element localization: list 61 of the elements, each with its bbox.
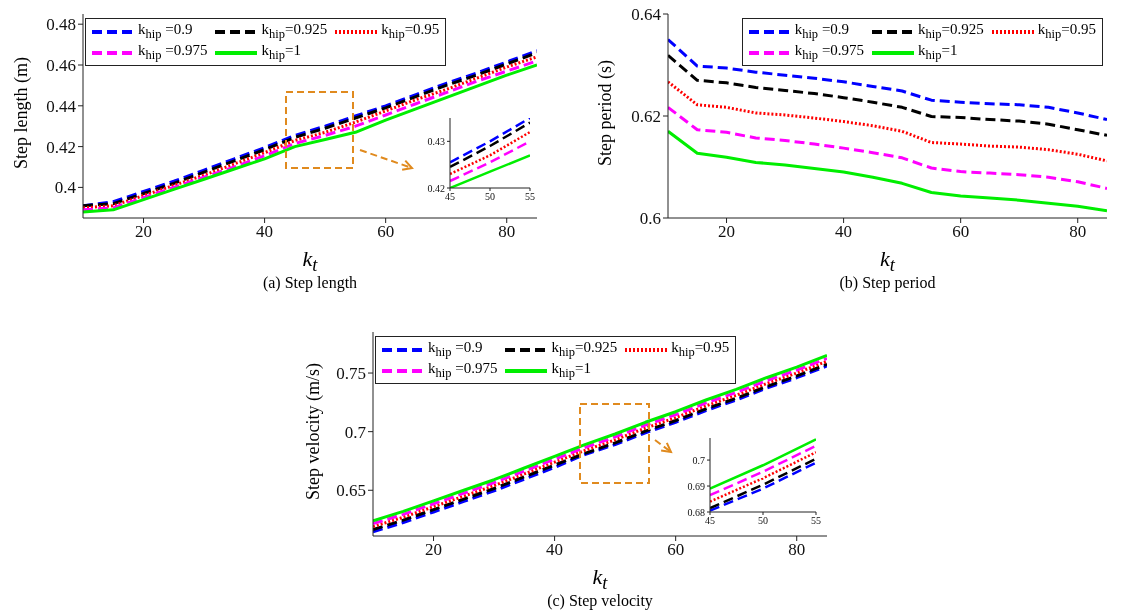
y-tick-label: 0.42 bbox=[46, 137, 76, 157]
line-series bbox=[668, 80, 1107, 163]
x-axis-title: k$_{t}$ bbox=[880, 246, 895, 276]
y-tick-label: 0.42 bbox=[427, 182, 445, 194]
y-tick-label: 0.43 bbox=[427, 135, 445, 147]
x-tick-label: 45 bbox=[705, 515, 715, 527]
y-axis-title: Step velocity (m/s) bbox=[302, 362, 324, 500]
y-axis-title: Step period (s) bbox=[594, 60, 616, 166]
legend-label: k$_{hip}$ =0.9 bbox=[794, 21, 850, 42]
legend-label: k$_{hip}$ =0.9 bbox=[428, 339, 483, 360]
x-tick-label: 40 bbox=[835, 222, 853, 242]
x-tick-label: 60 bbox=[667, 540, 685, 560]
y-tick-label: 0.46 bbox=[46, 56, 76, 76]
legend-label: k$_{hip}$=0.925 bbox=[918, 21, 984, 42]
y-tick-label: 0.65 bbox=[336, 481, 366, 501]
y-axis-title: Step length (m) bbox=[10, 57, 32, 169]
x-tick-label: 40 bbox=[256, 222, 274, 242]
legend-label: k$_{hip}$=0.95 bbox=[671, 339, 730, 360]
x-tick-label: 80 bbox=[1069, 222, 1087, 242]
line-series bbox=[668, 129, 1107, 213]
x-tick-label: 40 bbox=[546, 540, 564, 560]
y-tick-label: 0.75 bbox=[336, 364, 366, 384]
y-tick-label: 0.44 bbox=[46, 96, 77, 116]
y-tick-label: 0.64 bbox=[631, 5, 662, 25]
y-tick-label: 0.62 bbox=[631, 107, 661, 127]
x-tick-label: 60 bbox=[952, 222, 970, 242]
x-tick-label: 20 bbox=[425, 540, 443, 560]
y-tick-label: 0.48 bbox=[46, 15, 76, 35]
legend-label: k$_{hip}$=1 bbox=[261, 42, 301, 63]
x-tick-label: 20 bbox=[135, 222, 153, 242]
legend-label: k$_{hip}$=1 bbox=[918, 42, 958, 63]
legend-label: k$_{hip}$ =0.975 bbox=[428, 360, 498, 381]
x-tick-label: 55 bbox=[811, 515, 821, 527]
legend-label: k$_{hip}$=0.95 bbox=[381, 21, 440, 42]
x-tick-label: 80 bbox=[498, 222, 516, 242]
x-tick-label: 80 bbox=[788, 540, 806, 560]
text: (c) Step velocity bbox=[547, 592, 653, 609]
legend-label: k$_{hip}$=1 bbox=[551, 360, 591, 381]
y-tick-label: 0.7 bbox=[692, 454, 705, 466]
x-tick-label: 20 bbox=[718, 222, 736, 242]
legend-label: k$_{hip}$=0.95 bbox=[1037, 21, 1096, 42]
x-tick-label: 45 bbox=[445, 191, 455, 203]
legend-label: k$_{hip}$ =0.975 bbox=[794, 42, 865, 63]
legend-label: k$_{hip}$=0.925 bbox=[551, 339, 618, 360]
text: (b) Step period bbox=[839, 274, 936, 291]
legend-label: k$_{hip}$=0.925 bbox=[261, 21, 328, 42]
legend-label: k$_{hip}$ =0.9 bbox=[138, 21, 193, 42]
x-tick-label: 60 bbox=[377, 222, 395, 242]
y-tick-label: 0.4 bbox=[54, 178, 77, 198]
y-tick-label: 0.69 bbox=[687, 480, 705, 492]
line-series bbox=[668, 105, 1107, 190]
x-tick-label: 55 bbox=[525, 191, 535, 203]
y-tick-label: 0.6 bbox=[639, 209, 661, 229]
x-axis-title: k$_{t}$ bbox=[592, 564, 608, 594]
x-tick-label: 50 bbox=[485, 191, 495, 203]
x-tick-label: 50 bbox=[758, 515, 768, 527]
legend-label: k$_{hip}$ =0.975 bbox=[138, 42, 208, 63]
x-axis-title: k$_{t}$ bbox=[302, 246, 318, 276]
text: (a) Step length bbox=[262, 274, 358, 291]
y-tick-label: 0.68 bbox=[687, 506, 705, 518]
y-tick-label: 0.7 bbox=[344, 422, 367, 442]
